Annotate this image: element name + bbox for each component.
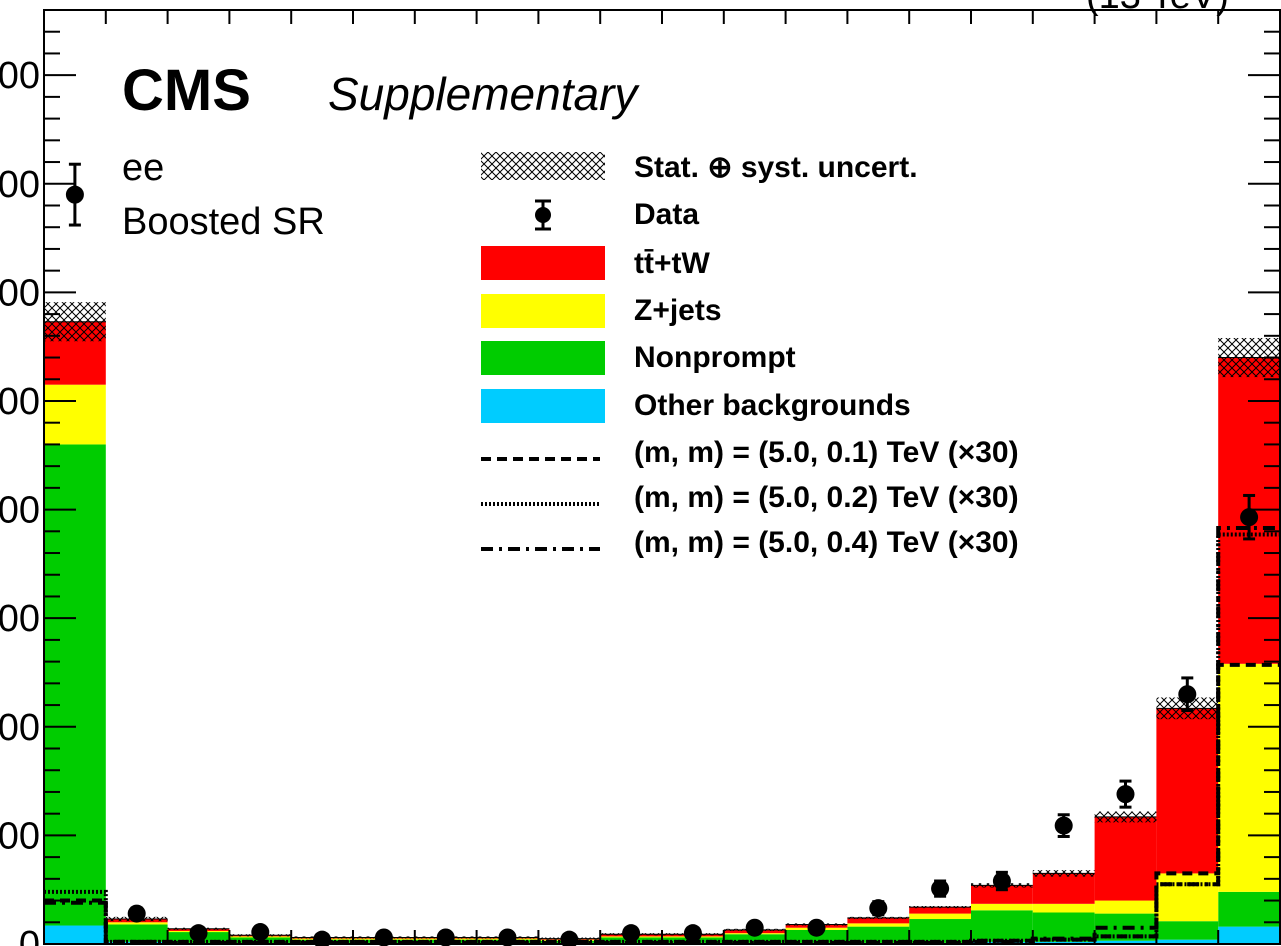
data-point-2 [189, 924, 208, 943]
signal-lines [44, 526, 1280, 945]
stacked-histogram [44, 321, 1280, 944]
bar-2-bin-15 [971, 903, 1033, 911]
data-point-16 [1054, 813, 1073, 838]
data-point-7 [498, 928, 517, 946]
data-point-14 [931, 879, 950, 898]
data-point-18 [1178, 676, 1197, 712]
y-tick-label-400: 00 [0, 490, 40, 532]
header-lumi-fragment: (13 TeV) [1086, 0, 1229, 17]
bar-2-bin-1 [105, 922, 168, 925]
legend-zjets-swatch [481, 294, 605, 328]
y-tick-label-0: 0 [19, 924, 40, 946]
data-point-5 [374, 928, 393, 946]
data-point-6 [436, 928, 455, 946]
x-axis-ticks [104, 10, 1220, 944]
bar-1-bin-0 [44, 444, 106, 926]
legend-signal1-label: (m, m) = (5.0, 0.1) TeV (×30) [634, 436, 1019, 469]
bar-2-bin-0 [44, 384, 106, 445]
bar-1-bin-18 [1156, 921, 1219, 940]
legend-other-label: Other backgrounds [634, 389, 911, 422]
region-label: Boosted SR [122, 201, 325, 243]
bar-3-bin-16 [1032, 873, 1095, 904]
y-tick-label-800: 00 [0, 55, 40, 97]
data-point-15 [992, 870, 1011, 892]
bar-1-bin-15 [971, 910, 1033, 942]
legend-data-label: Data [634, 198, 699, 231]
uncertainty-bin-16 [1032, 870, 1095, 877]
data-point-10 [683, 924, 702, 943]
supplementary-label: Supplementary [328, 68, 640, 120]
legend: Stat. ⊕ syst. uncert. Data tt̄+tW Z+jets… [481, 151, 1019, 559]
data-point-3 [251, 923, 270, 942]
y-tick-label-600: 00 [0, 272, 40, 314]
uncertainty-bin-13 [847, 916, 910, 920]
legend-ttbar-swatch [481, 246, 605, 280]
legend-uncertainty-label: Stat. ⊕ syst. uncert. [634, 151, 918, 184]
bar-2-bin-18 [1156, 873, 1219, 922]
legend-data-marker [535, 199, 551, 231]
legend-ttbar-label: tt̄+tW [634, 247, 710, 280]
bar-2-bin-16 [1032, 903, 1095, 913]
legend-signal3-label: (m, m) = (5.0, 0.4) TeV (×30) [634, 526, 1019, 559]
bar-2-bin-13 [847, 923, 910, 927]
bar-0-bin-16 [1032, 941, 1095, 944]
uncertainty-bin-0 [44, 302, 106, 342]
data-point-9 [622, 924, 641, 943]
bar-0-bin-17 [1094, 940, 1157, 944]
bar-2-bin-14 [909, 913, 971, 920]
y-tick-label-500: 00 [0, 381, 40, 423]
bar-1-bin-13 [847, 926, 910, 943]
y-tick-label-300: 00 [0, 598, 40, 640]
legend-nonprompt-swatch [481, 341, 605, 375]
data-point-1 [127, 904, 146, 923]
bar-1-bin-14 [909, 919, 971, 943]
bar-1-bin-19 [1218, 891, 1280, 927]
uncertainty-bin-14 [909, 905, 971, 909]
data-point-19 [1240, 493, 1259, 541]
y-tick-label-200: 00 [0, 707, 40, 749]
bar-3-bin-15 [971, 885, 1033, 904]
legend-nonprompt-label: Nonprompt [634, 341, 796, 374]
bar-0-bin-0 [44, 925, 106, 944]
uncertainty-bands [44, 302, 1280, 940]
bar-3-bin-18 [1156, 708, 1219, 874]
data-point-11 [745, 918, 764, 937]
y-tick-label-100: 00 [0, 815, 40, 857]
data-point-0 [65, 162, 84, 227]
legend-zjets-label: Z+jets [634, 294, 722, 327]
data-point-13 [869, 899, 888, 918]
data-point-17 [1116, 779, 1135, 809]
y-tick-label-700: 00 [0, 164, 40, 206]
bar-3-bin-14 [909, 907, 971, 914]
data-point-4 [313, 930, 332, 946]
bar-0-bin-19 [1218, 926, 1280, 944]
legend-signal2-label: (m, m) = (5.0, 0.2) TeV (×30) [634, 481, 1019, 514]
legend-uncertainty-swatch [481, 152, 605, 180]
bar-1-bin-11 [723, 934, 786, 943]
data-point-12 [807, 918, 826, 937]
data-points [65, 162, 1259, 946]
bar-2-bin-19 [1218, 663, 1280, 892]
experiment-label: CMS [122, 58, 251, 123]
legend-other-swatch [481, 389, 605, 423]
data-point-8 [560, 930, 579, 946]
bar-0-bin-18 [1156, 939, 1219, 944]
signal-line-3 [44, 526, 1280, 945]
uncertainty-bin-17 [1094, 811, 1157, 823]
bar-3-bin-17 [1094, 816, 1157, 901]
bar-1-bin-1 [105, 924, 168, 942]
bar-2-bin-17 [1094, 900, 1157, 914]
channel-label: ee [122, 147, 164, 189]
bar-3-bin-13 [847, 917, 910, 924]
